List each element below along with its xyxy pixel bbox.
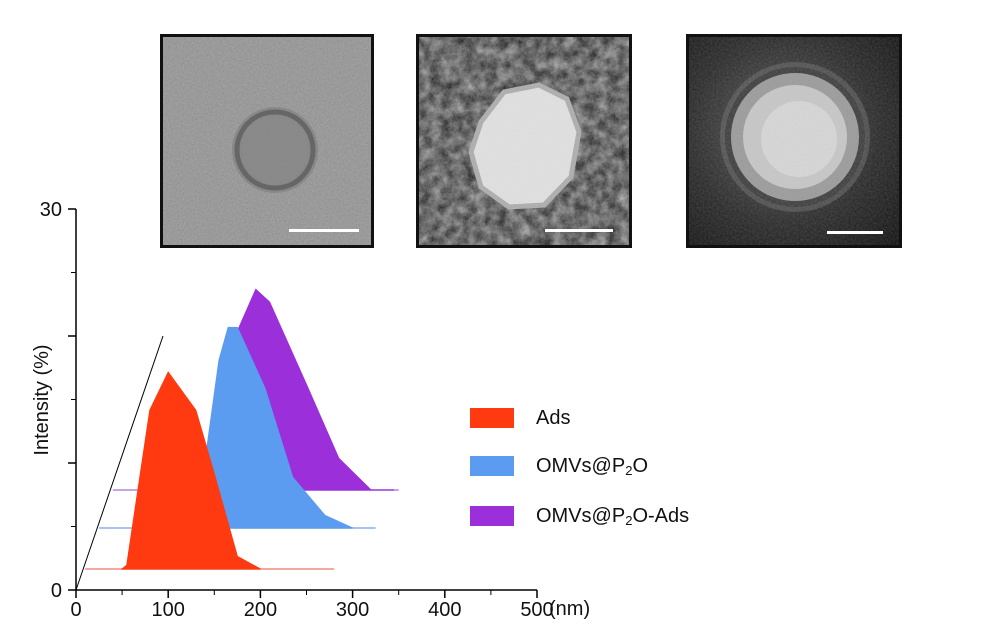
tem-image-omvs-p2o (416, 34, 632, 248)
legend-label-ads: Ads (536, 407, 570, 430)
legend-label-omvs-p2o-ads-main: OMVs@P (536, 504, 626, 527)
series-area-omvs-p2o (195, 326, 353, 529)
legend-label-ads-text: Ads (536, 406, 571, 429)
legend-item-omvs-p2o: OMVs@P2O (470, 454, 648, 478)
x-tick-label-100: 100 (152, 599, 185, 621)
legend-label-omvs-p2o-tail: O (632, 454, 648, 477)
y-axis-label: Intensity (%) (31, 344, 53, 455)
x-tick-label-200: 200 (244, 599, 277, 621)
legend-label-omvs-p2o: OMVs@P2O (536, 455, 648, 478)
legend-label-omvs-p2o-ads-tail: O-Ads (632, 504, 690, 527)
x-tick-label-500: 500 (520, 599, 553, 621)
x-tick-label-0: 0 (70, 599, 81, 621)
axes-layer: 0 100 200 300 400 500 0 30 (40, 199, 554, 621)
tem-micrograph-ads-icon (163, 37, 371, 245)
x-tick-label-300: 300 (336, 599, 369, 621)
x-tick-label-400: 400 (428, 599, 461, 621)
tem-image-ads (160, 34, 374, 248)
depth-axis-line (75, 335, 164, 591)
legend-label-omvs-p2o-ads-sub: 2 (625, 512, 633, 528)
series-layer (85, 288, 399, 570)
tem-micrograph-omvs-p2o-ads-icon (689, 37, 899, 245)
legend-label-omvs-p2o-sub: 2 (625, 462, 633, 478)
legend-swatch-ads (470, 408, 514, 428)
legend-item-omvs-p2o-ads: OMVs@P2O-Ads (470, 504, 689, 528)
y-tick-label-0: 0 (51, 580, 62, 602)
series-area-ads (120, 371, 261, 570)
legend-swatch-omvs-p2o (470, 456, 514, 476)
legend-item-ads: Ads (470, 406, 570, 430)
legend-swatch-omvs-p2o-ads (470, 506, 514, 526)
y-tick-label-30: 30 (40, 199, 62, 221)
legend-label-omvs-p2o-main: OMVs@P (536, 454, 626, 477)
legend-label-omvs-p2o-ads: OMVs@P2O-Ads (536, 505, 689, 528)
tem-image-omvs-p2o-ads (686, 34, 902, 248)
tem-micrograph-omvs-p2o-icon (419, 37, 629, 245)
x-axis-unit-label: (nm) (549, 598, 590, 620)
